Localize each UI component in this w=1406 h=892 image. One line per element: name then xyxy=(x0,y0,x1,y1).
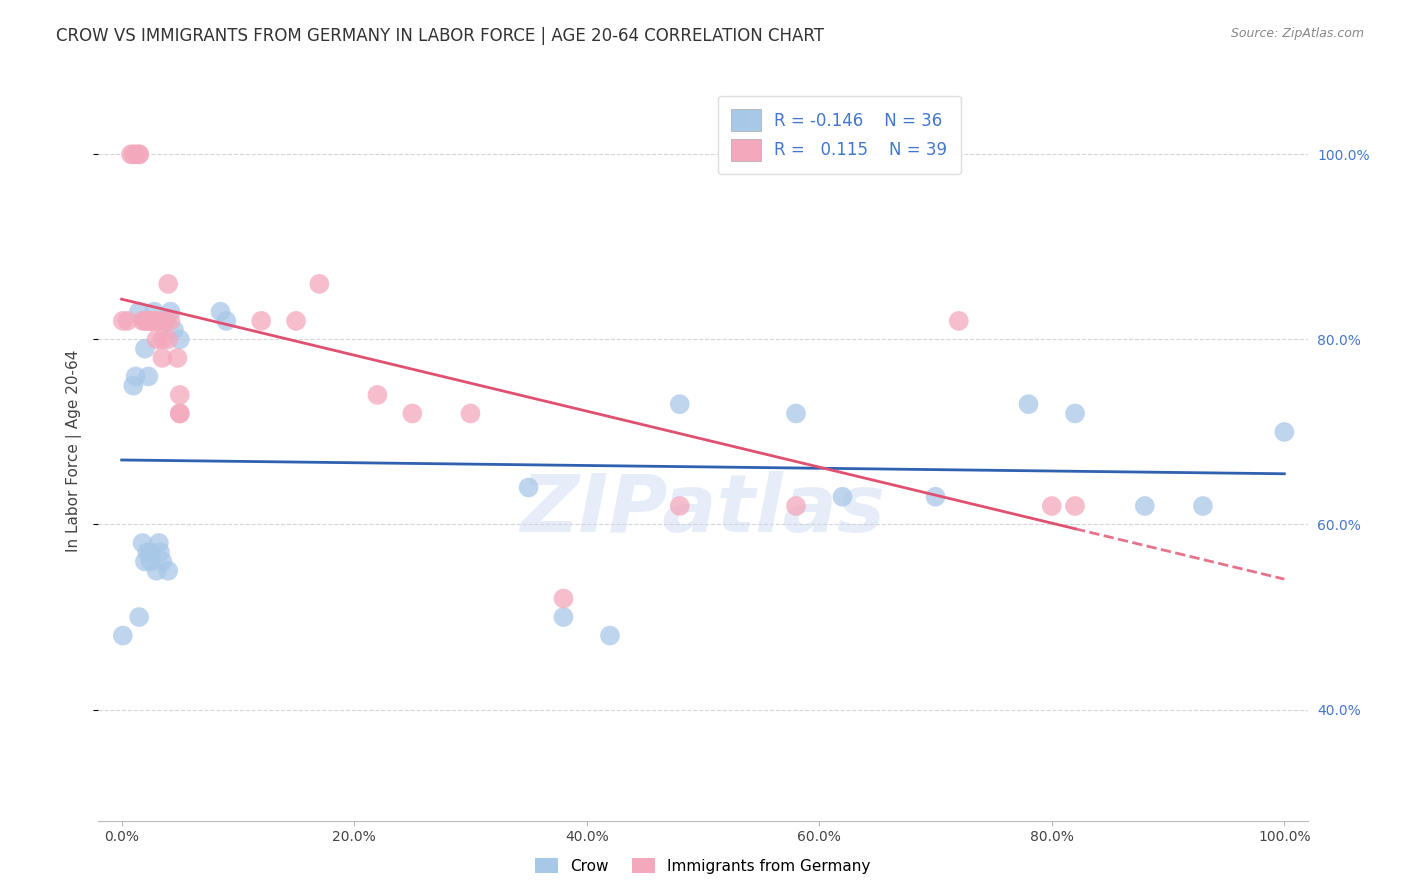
Point xyxy=(308,277,330,291)
Point xyxy=(163,323,186,337)
Point xyxy=(250,314,273,328)
Point xyxy=(157,277,180,291)
Point xyxy=(124,147,146,161)
Point xyxy=(143,314,166,328)
Point xyxy=(136,314,159,328)
Point xyxy=(285,314,308,328)
Point xyxy=(1040,499,1063,513)
Point xyxy=(117,314,139,328)
Point xyxy=(138,369,160,384)
Point xyxy=(1133,499,1156,513)
Y-axis label: In Labor Force | Age 20-64: In Labor Force | Age 20-64 xyxy=(66,350,83,551)
Point xyxy=(401,407,423,421)
Point xyxy=(122,378,145,392)
Point xyxy=(157,564,180,578)
Point xyxy=(143,304,166,318)
Point xyxy=(155,314,177,328)
Legend: Crow, Immigrants from Germany: Crow, Immigrants from Germany xyxy=(529,852,877,880)
Point xyxy=(148,536,170,550)
Point xyxy=(145,332,167,346)
Point xyxy=(948,314,970,328)
Point xyxy=(148,314,170,328)
Point xyxy=(1018,397,1040,411)
Point xyxy=(128,147,150,161)
Point xyxy=(215,314,238,328)
Point xyxy=(139,314,162,328)
Point xyxy=(128,147,150,161)
Point xyxy=(169,407,191,421)
Point xyxy=(1064,407,1087,421)
Point xyxy=(136,545,159,559)
Point xyxy=(120,147,142,161)
Point xyxy=(139,554,162,569)
Point xyxy=(150,351,173,365)
Point xyxy=(157,332,180,346)
Point xyxy=(138,314,160,328)
Point xyxy=(1272,425,1295,439)
Point xyxy=(169,407,191,421)
Point xyxy=(124,369,146,384)
Legend: R = -0.146    N = 36, R =   0.115    N = 39: R = -0.146 N = 36, R = 0.115 N = 39 xyxy=(717,96,960,174)
Point xyxy=(139,314,162,328)
Point xyxy=(209,304,232,318)
Point xyxy=(128,304,150,318)
Point xyxy=(366,388,388,402)
Point xyxy=(1192,499,1215,513)
Point xyxy=(460,407,482,421)
Text: CROW VS IMMIGRANTS FROM GERMANY IN LABOR FORCE | AGE 20-64 CORRELATION CHART: CROW VS IMMIGRANTS FROM GERMANY IN LABOR… xyxy=(56,27,824,45)
Point xyxy=(169,332,191,346)
Point xyxy=(111,629,134,643)
Point xyxy=(1064,499,1087,513)
Point xyxy=(785,499,807,513)
Point xyxy=(131,314,153,328)
Point xyxy=(166,351,188,365)
Point xyxy=(553,591,575,606)
Point xyxy=(134,342,156,356)
Point xyxy=(668,397,690,411)
Point xyxy=(831,490,853,504)
Point xyxy=(149,545,172,559)
Point xyxy=(159,314,181,328)
Point xyxy=(785,407,807,421)
Point xyxy=(131,536,153,550)
Point xyxy=(128,610,150,624)
Point xyxy=(150,554,173,569)
Point xyxy=(111,314,134,328)
Point xyxy=(169,388,191,402)
Point xyxy=(150,332,173,346)
Point xyxy=(134,314,156,328)
Point xyxy=(159,304,181,318)
Point xyxy=(122,147,145,161)
Point xyxy=(599,629,621,643)
Point xyxy=(924,490,946,504)
Point xyxy=(553,610,575,624)
Point xyxy=(145,314,167,328)
Text: ZIPatlas: ZIPatlas xyxy=(520,471,886,549)
Point xyxy=(134,554,156,569)
Point xyxy=(668,499,690,513)
Point xyxy=(155,314,177,328)
Text: Source: ZipAtlas.com: Source: ZipAtlas.com xyxy=(1230,27,1364,40)
Point xyxy=(145,564,167,578)
Point xyxy=(139,545,162,559)
Point xyxy=(517,481,540,495)
